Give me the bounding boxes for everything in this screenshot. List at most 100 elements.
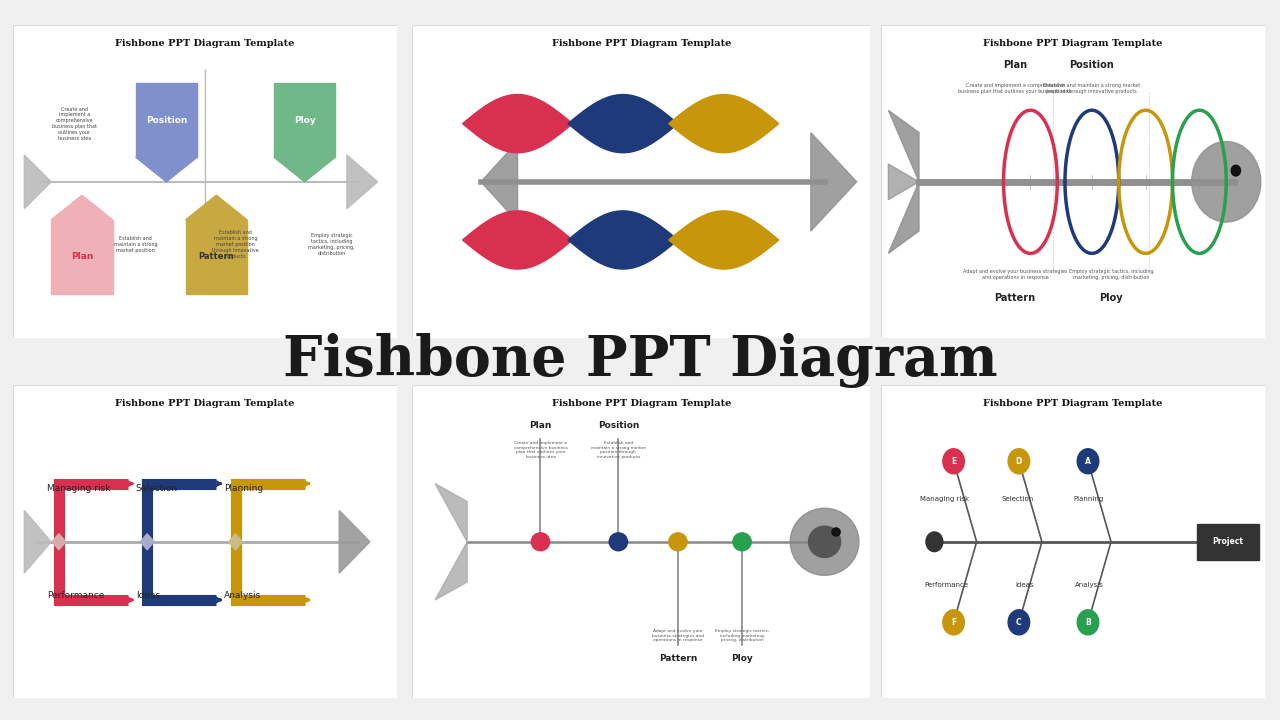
Text: Establish and
maintain a strong market
position through
innovative products: Establish and maintain a strong market p… <box>591 441 646 459</box>
Circle shape <box>809 526 841 557</box>
Text: Pattern: Pattern <box>995 293 1036 303</box>
Polygon shape <box>186 195 247 220</box>
Text: Fishbone PPT Diagram Template: Fishbone PPT Diagram Template <box>115 399 294 408</box>
FancyBboxPatch shape <box>1198 524 1258 559</box>
Text: Plan: Plan <box>70 252 93 261</box>
Text: Pattern: Pattern <box>198 252 234 261</box>
Circle shape <box>1009 449 1029 474</box>
Circle shape <box>733 533 751 551</box>
Polygon shape <box>24 155 51 209</box>
Bar <box>274 84 335 157</box>
Polygon shape <box>481 142 517 181</box>
Text: Selection: Selection <box>136 484 178 492</box>
Polygon shape <box>568 94 678 153</box>
Polygon shape <box>229 534 242 550</box>
Text: Ploy: Ploy <box>294 116 315 125</box>
Circle shape <box>531 533 549 551</box>
Circle shape <box>1009 610 1029 635</box>
Text: Analysis: Analysis <box>1074 582 1103 588</box>
Circle shape <box>1078 449 1098 474</box>
Circle shape <box>609 533 627 551</box>
Text: Establish and
maintain a strong
market position
through innovative
products: Establish and maintain a strong market p… <box>212 230 259 258</box>
Text: Performance: Performance <box>47 591 105 600</box>
Text: D: D <box>1016 456 1021 466</box>
Circle shape <box>832 528 840 536</box>
Polygon shape <box>568 211 678 269</box>
Text: Planning: Planning <box>723 112 760 122</box>
Text: E: E <box>951 456 956 466</box>
Text: Create and
implement a
comprehensive
business plan that
outlines your
business i: Create and implement a comprehensive bus… <box>51 107 97 140</box>
Text: Fishbone PPT Diagram: Fishbone PPT Diagram <box>283 333 997 387</box>
Bar <box>186 220 247 294</box>
Text: Ideas: Ideas <box>618 240 641 249</box>
Polygon shape <box>668 211 778 269</box>
Text: C: C <box>1016 618 1021 627</box>
Bar <box>51 220 113 294</box>
Polygon shape <box>51 195 113 220</box>
Text: Establish and maintain a strong market
position through innovative products: Establish and maintain a strong market p… <box>1043 84 1140 94</box>
Text: Employ strategic
tactics, including
marketing, pricing,
distribution: Employ strategic tactics, including mark… <box>308 233 355 256</box>
Text: A: A <box>1085 456 1091 466</box>
Text: Plan: Plan <box>1004 60 1027 71</box>
Circle shape <box>943 449 964 474</box>
Text: Pattern: Pattern <box>659 654 698 662</box>
Polygon shape <box>462 94 572 153</box>
Text: Plan: Plan <box>529 421 552 430</box>
Text: Project: Project <box>1212 537 1244 546</box>
Text: Selection: Selection <box>1002 495 1034 502</box>
Polygon shape <box>339 510 370 573</box>
Circle shape <box>1231 166 1240 176</box>
Text: Selection: Selection <box>618 114 657 124</box>
Text: Ploy: Ploy <box>1100 293 1123 303</box>
Polygon shape <box>435 542 467 600</box>
Text: Managing risk: Managing risk <box>504 114 563 124</box>
Text: Employ strategic tactics,
including marketing,
pricing, distribution: Employ strategic tactics, including mark… <box>716 629 769 642</box>
Text: Fishbone PPT Diagram Template: Fishbone PPT Diagram Template <box>552 399 731 408</box>
Text: Planning: Planning <box>1073 495 1103 502</box>
Bar <box>136 84 197 157</box>
Polygon shape <box>24 510 51 573</box>
Polygon shape <box>481 181 517 222</box>
Text: Ideas: Ideas <box>1016 582 1034 588</box>
Text: Performance: Performance <box>504 240 557 249</box>
Text: Position: Position <box>1070 60 1114 71</box>
Text: Create and implement a
comprehensive business
plan that outlines your
business i: Create and implement a comprehensive bus… <box>513 441 567 459</box>
Circle shape <box>1192 142 1261 222</box>
Polygon shape <box>888 164 919 199</box>
Text: Managing risk: Managing risk <box>920 495 969 502</box>
Polygon shape <box>435 484 467 542</box>
Text: Ploy: Ploy <box>731 654 753 662</box>
Text: Adapt and evolve your business strategies
and operations in response: Adapt and evolve your business strategie… <box>963 269 1068 280</box>
Text: Performance: Performance <box>925 582 969 588</box>
Text: F: F <box>951 618 956 627</box>
Text: Fishbone PPT Diagram Template: Fishbone PPT Diagram Template <box>983 39 1162 48</box>
Text: Position: Position <box>598 421 639 430</box>
Polygon shape <box>274 157 335 181</box>
Text: Ideas: Ideas <box>136 591 160 600</box>
Circle shape <box>668 533 687 551</box>
Polygon shape <box>347 155 378 209</box>
Circle shape <box>925 532 943 552</box>
Text: Position: Position <box>146 116 187 125</box>
Polygon shape <box>888 181 919 253</box>
Circle shape <box>943 610 964 635</box>
Polygon shape <box>462 211 572 269</box>
Text: Fishbone PPT Diagram Template: Fishbone PPT Diagram Template <box>115 39 294 48</box>
Text: Analysis: Analysis <box>723 240 759 249</box>
Polygon shape <box>810 132 856 231</box>
Text: Fishbone PPT Diagram Template: Fishbone PPT Diagram Template <box>983 399 1162 408</box>
Text: Establish and
maintain a strong
market position: Establish and maintain a strong market p… <box>114 236 157 253</box>
Polygon shape <box>888 110 919 181</box>
Text: Planning: Planning <box>224 484 264 492</box>
Circle shape <box>790 508 859 575</box>
Text: Employ strategic tactics, including
marketing, pricing, distribution: Employ strategic tactics, including mark… <box>1069 269 1153 280</box>
Polygon shape <box>668 94 778 153</box>
Polygon shape <box>136 157 197 181</box>
Text: Fishbone PPT Diagram Template: Fishbone PPT Diagram Template <box>552 39 731 48</box>
Circle shape <box>1078 610 1098 635</box>
Polygon shape <box>52 534 65 550</box>
Text: Adapt and evolve your
business strategies and
operations in response: Adapt and evolve your business strategie… <box>652 629 704 642</box>
Text: Create and implement a comprehensive
business plan that outlines your business i: Create and implement a comprehensive bus… <box>959 84 1071 94</box>
Text: B: B <box>1085 618 1091 627</box>
Text: Analysis: Analysis <box>224 591 261 600</box>
